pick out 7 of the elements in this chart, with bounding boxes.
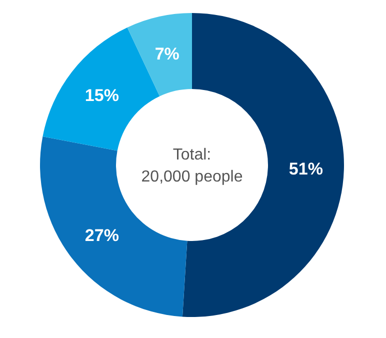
data-label: 27%: [84, 226, 119, 245]
data-label: 7%: [154, 44, 180, 64]
donut-slice: [127, 13, 192, 96]
text: Total:: [172, 146, 212, 164]
data-label: 51%: [288, 160, 323, 179]
text: 20,000 people: [141, 168, 243, 186]
data-label: 15%: [84, 86, 119, 106]
